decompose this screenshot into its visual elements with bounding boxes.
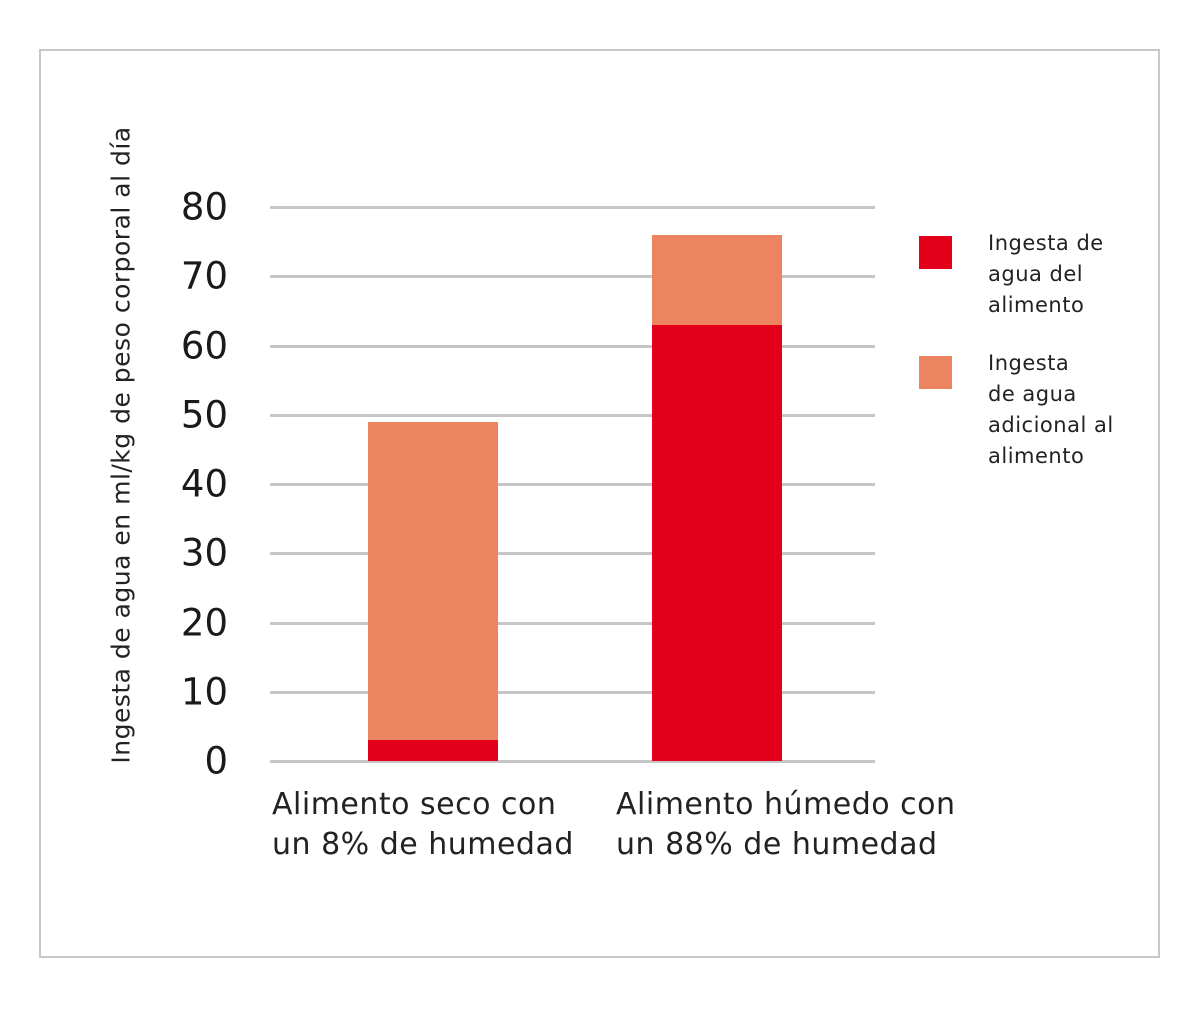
gridline — [270, 275, 875, 279]
bar-segment-additional-water — [652, 234, 782, 325]
y-tick-label: 30 — [180, 531, 228, 575]
legend-swatch-orange — [919, 356, 952, 389]
legend-line: adicional al — [988, 413, 1114, 437]
x-label-line: Alimento húmedo con — [616, 787, 956, 822]
gridline — [270, 760, 875, 763]
x-label-line: un 8% de humedad — [272, 827, 574, 862]
bar-segment-additional-water — [368, 421, 498, 741]
gridline — [270, 690, 875, 694]
y-tick-label: 10 — [180, 670, 228, 714]
y-tick-label: 0 — [204, 739, 228, 783]
y-tick-label: 20 — [180, 601, 228, 644]
y-tick-label: 70 — [180, 254, 228, 298]
y-tick-label: 50 — [180, 393, 228, 437]
gridline — [270, 413, 875, 417]
y-tick-label: 40 — [180, 462, 228, 506]
chart-frame — [39, 49, 1160, 958]
gridline — [270, 483, 875, 486]
gridline — [270, 206, 875, 209]
x-category-label-1: Alimento húmedo con un 88% de humedad — [616, 785, 956, 865]
gridline — [270, 344, 875, 348]
legend-line: alimento — [988, 293, 1085, 317]
x-category-label-0: Alimento seco con un 8% de humedad — [272, 785, 574, 865]
legend-swatch-red — [919, 236, 952, 269]
x-label-line: Alimento seco con — [272, 787, 557, 822]
x-label-line: un 88% de humedad — [616, 827, 938, 862]
gridline — [270, 621, 875, 625]
y-tick-label: 80 — [180, 185, 228, 229]
legend-line: agua del — [988, 262, 1084, 286]
y-tick-label: 60 — [180, 324, 228, 367]
legend-line: de agua — [988, 382, 1077, 406]
gridline — [270, 552, 875, 556]
legend-label: Ingesta de agua del alimento — [988, 228, 1168, 321]
legend-line: Ingesta — [988, 351, 1070, 375]
bar-segment-food-water — [368, 740, 498, 761]
legend-label: Ingesta de agua adicional al alimento — [988, 348, 1168, 472]
legend-line: Ingesta de — [988, 231, 1104, 255]
bar-segment-food-water — [652, 324, 782, 761]
y-axis-label: Ingesta de agua en ml/kg de peso corpora… — [106, 126, 136, 764]
legend-line: alimento — [988, 444, 1085, 468]
